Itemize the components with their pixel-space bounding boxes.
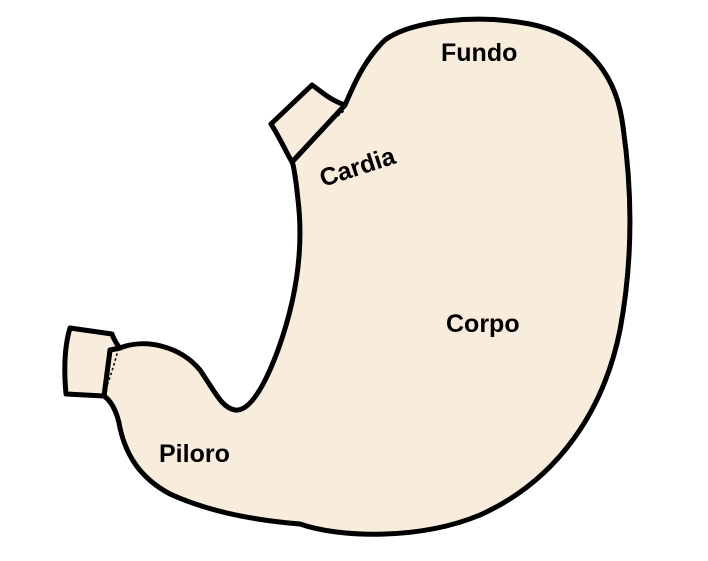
label-piloro: Piloro [159,440,230,468]
esophagus-stub [268,82,348,165]
cardia-boundary-line [291,109,346,163]
stomach-outline [101,16,633,537]
label-fundo: Fundo [441,39,517,67]
duodenum-stub [62,325,123,399]
label-corpo: Corpo [446,310,520,338]
